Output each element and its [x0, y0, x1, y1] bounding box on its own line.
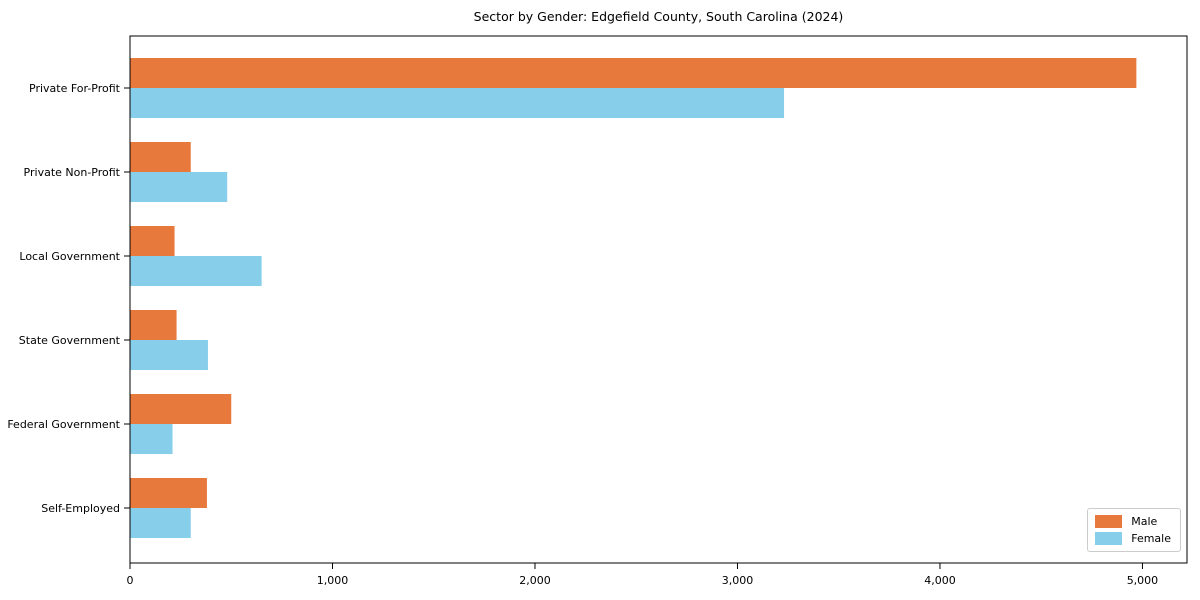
bar-male-private-for-profit: [130, 58, 1137, 88]
legend-swatch-female: [1095, 532, 1123, 545]
bar-female-private-non-profit: [130, 172, 228, 202]
y-tick-label-private-for-profit: Private For-Profit: [29, 82, 121, 95]
legend: Male Female: [1087, 508, 1181, 552]
chart-title: Sector by Gender: Edgefield County, Sout…: [473, 9, 844, 24]
legend-label-female: Female: [1131, 532, 1171, 545]
bar-male-federal-government: [130, 394, 232, 424]
legend-swatch-male: [1095, 515, 1123, 528]
x-tick-label-1: 1,000: [317, 574, 349, 587]
bar-male-local-government: [130, 226, 175, 256]
bar-female-local-government: [130, 256, 262, 286]
bar-female-federal-government: [130, 424, 173, 454]
x-tick-label-0: 0: [127, 574, 134, 587]
bar-male-private-non-profit: [130, 142, 191, 172]
bar-male-state-government: [130, 310, 177, 340]
bar-female-private-for-profit: [130, 88, 785, 118]
x-tick-label-3: 3,000: [722, 574, 754, 587]
legend-item-male: Male: [1095, 515, 1171, 528]
plot-border: [129, 35, 1188, 564]
x-tick-label-2: 2,000: [519, 574, 551, 587]
bar-male-self-employed: [130, 478, 207, 508]
y-tick-label-self-employed: Self-Employed: [41, 502, 120, 515]
x-tick-label-5: 5,000: [1127, 574, 1159, 587]
x-tick-label-4: 4,000: [924, 574, 956, 587]
y-tick-label-local-government: Local Government: [19, 250, 120, 263]
legend-label-male: Male: [1131, 515, 1158, 528]
y-tick-label-private-non-profit: Private Non-Profit: [24, 166, 121, 179]
bar-female-state-government: [130, 340, 208, 370]
y-tick-label-federal-government: Federal Government: [7, 418, 120, 431]
y-tick-label-state-government: State Government: [19, 334, 121, 347]
bar-female-self-employed: [130, 508, 191, 538]
legend-item-female: Female: [1095, 532, 1171, 545]
